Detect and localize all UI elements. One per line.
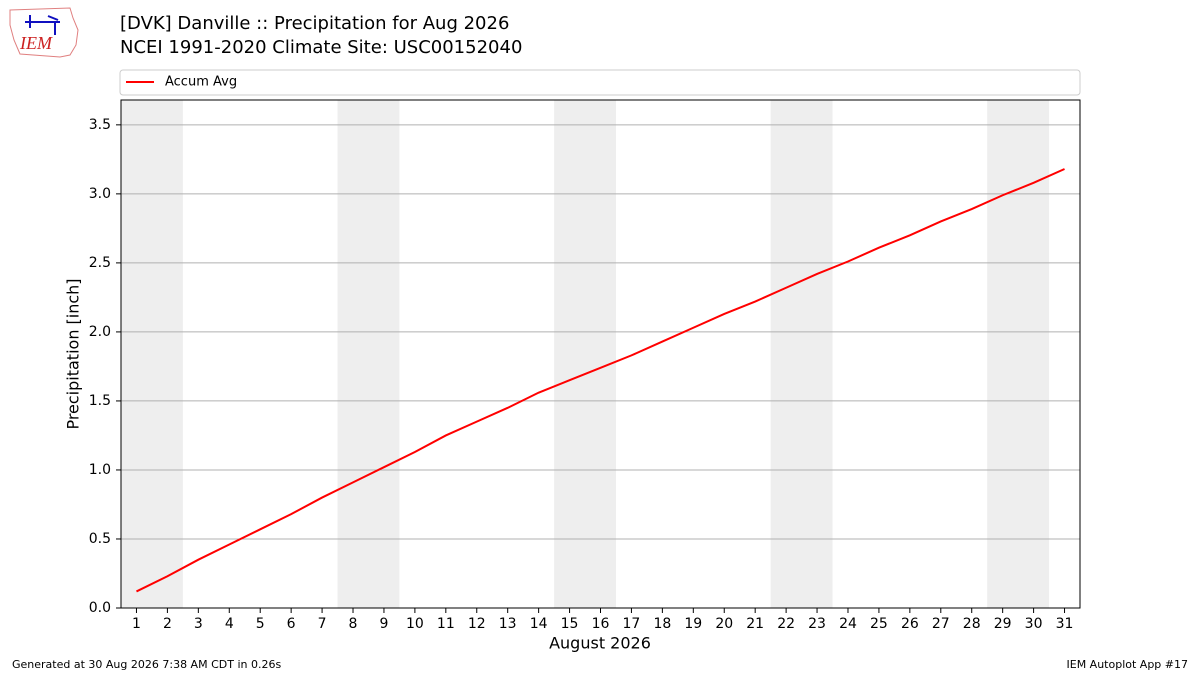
x-tick-label: 25 — [870, 616, 888, 632]
y-tick-label: 1.0 — [89, 462, 111, 478]
x-tick-label: 26 — [901, 616, 919, 632]
x-tick-label: 4 — [225, 616, 234, 632]
data-line — [136, 168, 1065, 593]
y-tick-label: 2.5 — [89, 255, 111, 271]
x-tick-label: 9 — [379, 616, 388, 632]
y-tick-label: 1.5 — [89, 393, 111, 409]
x-tick-label: 3 — [194, 616, 203, 632]
x-tick-label: 30 — [1025, 616, 1043, 632]
weekend-shade — [987, 100, 1050, 608]
x-tick-label: 11 — [437, 616, 455, 632]
y-tick-label: 0.0 — [89, 600, 111, 616]
legend-label: Accum Avg — [165, 75, 237, 90]
x-tick-label: 7 — [318, 616, 327, 632]
weekend-shade — [337, 100, 400, 608]
plot-frame — [120, 99, 1081, 609]
x-tick-label: 5 — [256, 616, 265, 632]
x-tick-label: 19 — [684, 616, 702, 632]
logo-icon — [25, 15, 60, 35]
y-tick-label: 3.0 — [89, 186, 111, 202]
x-tick-label: 21 — [746, 616, 764, 632]
x-tick-label: 10 — [406, 616, 424, 632]
y-tick-label: 3.5 — [89, 117, 111, 133]
legend-box — [119, 69, 1081, 96]
x-tick-label: 28 — [963, 616, 981, 632]
x-tick-label: 14 — [530, 616, 548, 632]
logo-outline — [9, 7, 79, 58]
logo: IEM — [9, 7, 79, 58]
x-tick-label: 13 — [499, 616, 517, 632]
x-tick-label: 1 — [132, 616, 141, 632]
chart-title: [DVK] Danville :: Precipitation for Aug … — [120, 13, 509, 34]
x-tick-label: 20 — [715, 616, 733, 632]
x-tick-label: 31 — [1056, 616, 1074, 632]
y-tick-label: 0.5 — [89, 531, 111, 547]
x-axis-label: August 2026 — [549, 634, 651, 653]
weekend-shade — [770, 100, 833, 608]
x-tick-label: 23 — [808, 616, 826, 632]
x-tick-label: 8 — [349, 616, 358, 632]
x-tick-label: 2 — [163, 616, 172, 632]
y-axis-label: Precipitation [inch] — [64, 278, 83, 429]
footer-right: IEM Autoplot App #17 — [1067, 658, 1189, 671]
x-tick-label: 12 — [468, 616, 486, 632]
x-tick-label: 29 — [994, 616, 1012, 632]
x-tick-label: 24 — [839, 616, 857, 632]
footer-left: Generated at 30 Aug 2026 7:38 AM CDT in … — [12, 658, 281, 671]
chart-subtitle: NCEI 1991-2020 Climate Site: USC00152040 — [120, 37, 522, 58]
weekend-shade — [121, 100, 183, 608]
x-tick-label: 22 — [777, 616, 795, 632]
logo-text: IEM — [19, 33, 53, 53]
x-tick-label: 27 — [932, 616, 950, 632]
x-tick-label: 16 — [592, 616, 610, 632]
x-tick-label: 15 — [561, 616, 579, 632]
weekend-shade — [554, 100, 616, 608]
x-tick-label: 18 — [653, 616, 671, 632]
y-tick-label: 2.0 — [89, 324, 111, 340]
x-tick-label: 17 — [623, 616, 641, 632]
x-tick-label: 6 — [287, 616, 296, 632]
